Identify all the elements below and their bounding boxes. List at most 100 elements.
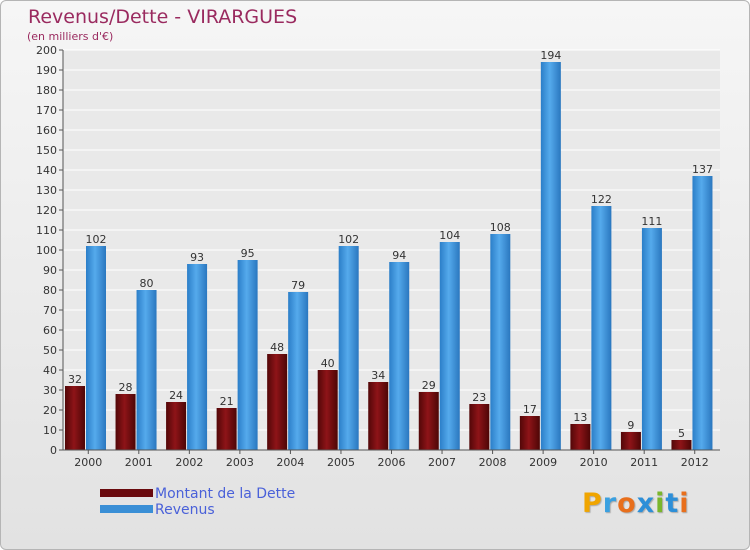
x-tick-label: 2005 xyxy=(327,456,355,469)
x-tick-label: 2004 xyxy=(276,456,304,469)
y-tick-label: 120 xyxy=(36,204,57,217)
y-tick-label: 170 xyxy=(36,104,57,117)
y-tick-label: 50 xyxy=(43,344,57,357)
legend-label-revenus: Revenus xyxy=(155,502,215,518)
x-tick-label: 2011 xyxy=(630,456,658,469)
revenus-bar-2008 xyxy=(490,234,511,450)
legend-swatch-debt xyxy=(100,489,153,497)
y-tick-label: 100 xyxy=(36,244,57,257)
revenus-value-label: 122 xyxy=(591,193,612,206)
revenus-value-label: 104 xyxy=(439,229,460,242)
revenus-value-label: 108 xyxy=(490,221,511,234)
debt-value-label: 5 xyxy=(678,427,685,440)
x-tick-label: 2000 xyxy=(74,456,102,469)
revenus-bar-2003 xyxy=(237,260,258,450)
logo-letter: P xyxy=(582,488,603,519)
debt-bar-2009 xyxy=(519,416,540,450)
debt-value-label: 17 xyxy=(523,403,537,416)
chart-title: Revenus/Dette - VIRARGUES xyxy=(28,6,298,28)
bars xyxy=(65,62,713,450)
revenus-value-label: 79 xyxy=(291,279,305,292)
revenus-bar-2005 xyxy=(338,246,359,450)
revenus-bar-2006 xyxy=(389,262,410,450)
y-tick-label: 200 xyxy=(36,44,57,57)
revenus-value-label: 93 xyxy=(190,251,204,264)
revenus-value-label: 94 xyxy=(392,249,406,262)
debt-bar-2006 xyxy=(368,382,389,450)
revenus-value-label: 80 xyxy=(140,277,154,290)
revenus-value-label: 102 xyxy=(86,233,107,246)
debt-bar-2008 xyxy=(469,404,490,450)
debt-bar-2012 xyxy=(671,440,692,450)
revenus-bar-2012 xyxy=(692,176,713,450)
proxiti-logo: Proxiti xyxy=(582,488,690,519)
debt-bar-2000 xyxy=(65,386,85,450)
debt-value-label: 40 xyxy=(321,357,335,370)
y-tick-label: 0 xyxy=(50,444,57,457)
y-tick-label: 70 xyxy=(43,304,57,317)
debt-bar-2010 xyxy=(570,424,591,450)
x-tick-label: 2010 xyxy=(580,456,608,469)
debt-value-label: 9 xyxy=(627,419,634,432)
revenus-value-label: 95 xyxy=(241,247,255,260)
y-tick-label: 60 xyxy=(43,324,57,337)
revenus-bar-2007 xyxy=(439,242,460,450)
y-tick-label: 30 xyxy=(43,384,57,397)
debt-bar-2005 xyxy=(317,370,338,450)
y-tick-label: 80 xyxy=(43,284,57,297)
x-tick-label: 2008 xyxy=(479,456,507,469)
debt-value-label: 28 xyxy=(119,381,133,394)
x-tick-label: 2007 xyxy=(428,456,456,469)
logo-letter: x xyxy=(636,488,656,519)
logo-letter: t xyxy=(665,488,680,519)
debt-value-label: 23 xyxy=(472,391,486,404)
revenus-bar-2001 xyxy=(136,290,157,450)
debt-value-label: 24 xyxy=(169,389,183,402)
logo-letter: r xyxy=(602,488,618,519)
logo-letter: o xyxy=(617,488,637,519)
revenus-bar-2000 xyxy=(86,246,106,450)
revenus-bar-2011 xyxy=(641,228,662,450)
debt-value-label: 29 xyxy=(422,379,436,392)
legend-swatch-revenus xyxy=(100,505,153,513)
y-tick-label: 190 xyxy=(36,64,57,77)
revenus-value-label: 194 xyxy=(540,49,561,62)
chart-subtitle: (en milliers d'€) xyxy=(27,30,114,43)
debt-value-label: 48 xyxy=(270,341,284,354)
debt-bar-2007 xyxy=(418,392,439,450)
debt-value-label: 32 xyxy=(68,373,82,386)
revenus-value-label: 111 xyxy=(641,215,662,228)
x-tick-label: 2001 xyxy=(125,456,153,469)
debt-value-label: 21 xyxy=(220,395,234,408)
debt-bar-2003 xyxy=(216,408,237,450)
x-tick-label: 2002 xyxy=(175,456,203,469)
debt-value-label: 34 xyxy=(371,369,385,382)
y-tick-label: 140 xyxy=(36,164,57,177)
revenus-value-label: 102 xyxy=(338,233,359,246)
revenus-value-label: 137 xyxy=(692,163,713,176)
y-tick-label: 150 xyxy=(36,144,57,157)
logo-letter: i xyxy=(655,488,666,519)
y-tick-label: 130 xyxy=(36,184,57,197)
y-tick-label: 180 xyxy=(36,84,57,97)
legend-label-debt: Montant de la Dette xyxy=(155,486,296,502)
x-tick-label: 2003 xyxy=(226,456,254,469)
y-tick-label: 40 xyxy=(43,364,57,377)
y-tick-label: 90 xyxy=(43,264,57,277)
logo-letter: i xyxy=(679,488,690,519)
debt-bar-2001 xyxy=(115,394,136,450)
x-tick-label: 2009 xyxy=(529,456,557,469)
debt-value-label: 13 xyxy=(573,411,587,424)
revenus-bar-2010 xyxy=(591,206,612,450)
revenus-bar-2009 xyxy=(540,62,561,450)
debt-bar-2004 xyxy=(267,354,288,450)
y-tick-label: 10 xyxy=(43,424,57,437)
revenus-bar-2004 xyxy=(288,292,309,450)
y-tick-label: 110 xyxy=(36,224,57,237)
debt-bar-2002 xyxy=(166,402,187,450)
y-tick-label: 20 xyxy=(43,404,57,417)
x-tick-label: 2012 xyxy=(681,456,709,469)
value-labels: 3210228802493219548794010234942910423108… xyxy=(68,49,713,440)
x-tick-label: 2006 xyxy=(378,456,406,469)
